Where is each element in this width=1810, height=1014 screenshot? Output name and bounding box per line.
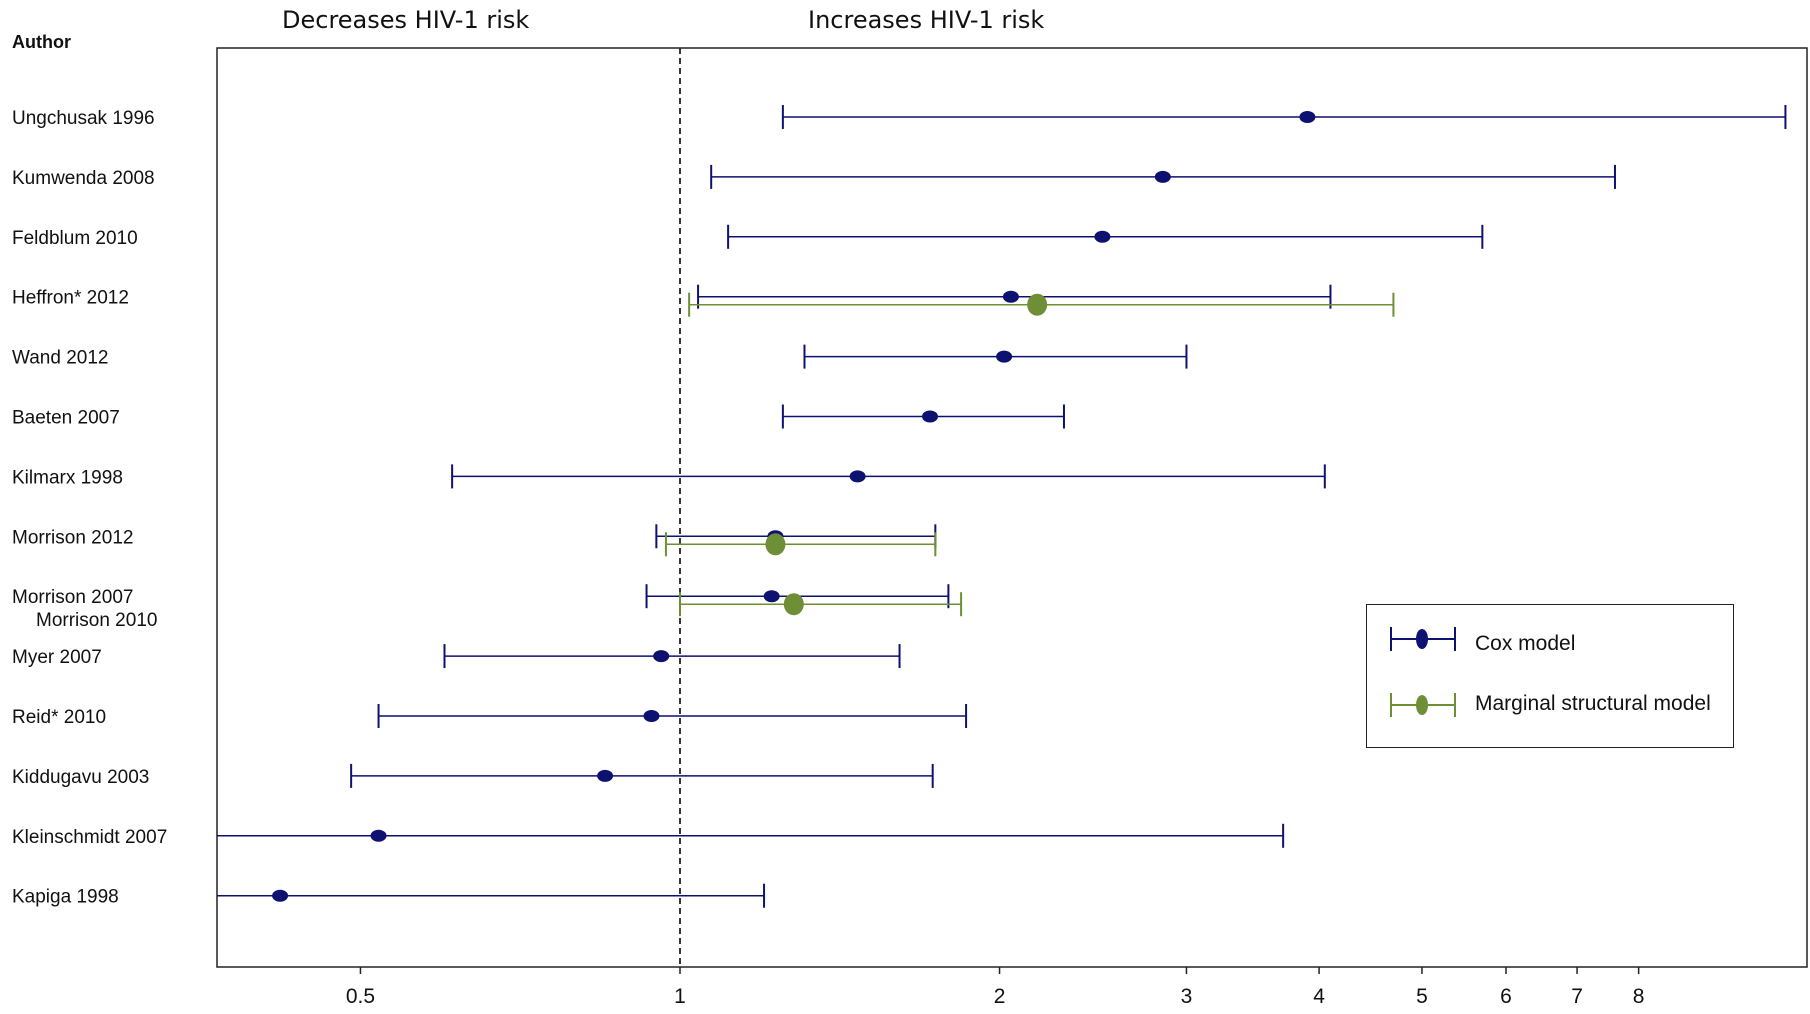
plot-frame: [216, 47, 1808, 968]
cox-point-estimate: [1299, 111, 1316, 123]
study-row: Reid* 2010: [12, 704, 968, 728]
cox-point-estimate: [763, 590, 780, 603]
cox-point-estimate: [1094, 230, 1111, 243]
study-label: Kilmarx 1998: [12, 467, 123, 488]
decreases-risk-header: Decreases HIV-1 risk: [282, 6, 530, 34]
study-label: Feldblum 2010: [12, 228, 138, 249]
msm-legend-icon: [1390, 693, 1456, 717]
study-row: Morrison 2012: [12, 524, 937, 557]
study-label: Kleinschmidt 2007: [12, 827, 167, 848]
msm-point-estimate: [1027, 293, 1048, 316]
cox-legend-icon: [1390, 627, 1456, 651]
cox-point-estimate: [1002, 290, 1019, 303]
msm-point-estimate: [765, 533, 786, 556]
x-tick-label: 7: [1571, 985, 1583, 1008]
legend-item-msm: Marginal structural model: [1367, 685, 1733, 745]
cox-point-estimate: [370, 829, 387, 842]
study-label: Ungchusak 1996: [12, 108, 155, 129]
x-axis: 0.5 1 2 3 4 5 6 7 8: [346, 967, 1645, 1008]
x-tick-label: 4: [1313, 985, 1325, 1008]
study-label-secondary: Morrison 2010: [36, 610, 157, 631]
study-label: Morrison 2012: [12, 527, 133, 548]
study-label: Heffron* 2012: [12, 288, 129, 309]
study-row: Heffron* 2012: [12, 284, 1395, 317]
study-row: Kiddugavu 2003: [12, 763, 934, 788]
x-tick-label: 8: [1633, 985, 1645, 1008]
x-tick-label: 0.5: [346, 985, 375, 1008]
study-row: Myer 2007: [12, 644, 901, 669]
study-label: Morrison 2007: [12, 587, 133, 608]
study-row: Ungchusak 1996: [12, 105, 1787, 129]
legend: Cox model Marginal structural model: [1366, 604, 1734, 748]
x-tick-label: 2: [994, 985, 1006, 1008]
study-label: Kumwenda 2008: [12, 168, 155, 189]
cox-point-estimate: [272, 889, 289, 902]
study-rows: Ungchusak 1996 Kumwenda 2008 Feldblum 2010…: [12, 105, 1787, 908]
cox-point-estimate: [849, 470, 866, 483]
study-row: Kapiga 1998: [12, 883, 766, 908]
cox-point-estimate: [653, 650, 670, 663]
study-label: Baeten 2007: [12, 408, 120, 429]
x-tick-label: 6: [1500, 985, 1512, 1008]
study-label: Wand 2012: [12, 348, 108, 369]
study-row: Kilmarx 1998: [12, 464, 1326, 489]
study-row: Wand 2012: [12, 344, 1188, 369]
legend-item-cox: Cox model: [1367, 619, 1733, 659]
study-label: Myer 2007: [12, 647, 102, 668]
x-tick-label: 1: [674, 985, 686, 1008]
cox-point-estimate: [1154, 170, 1171, 183]
study-label: Reid* 2010: [12, 707, 106, 728]
study-row: Baeten 2007: [12, 404, 1065, 429]
cox-point-estimate: [996, 350, 1013, 363]
study-row: Feldblum 2010: [12, 224, 1484, 249]
msm-point-estimate: [783, 593, 804, 616]
author-column-header: Author: [12, 32, 71, 52]
study-row: Kumwenda 2008: [12, 164, 1616, 189]
x-tick-label: 5: [1416, 985, 1428, 1008]
study-row: Kleinschmidt 2007: [12, 823, 1285, 848]
legend-label-msm: Marginal structural model: [1475, 692, 1711, 715]
cox-point-estimate: [643, 710, 660, 722]
cox-point-estimate: [922, 410, 939, 423]
cox-point-estimate: [597, 769, 614, 782]
increases-risk-header: Increases HIV-1 risk: [808, 6, 1045, 34]
x-tick-label: 3: [1181, 985, 1193, 1008]
legend-label-cox: Cox model: [1475, 632, 1576, 655]
study-label: Kiddugavu 2003: [12, 767, 149, 788]
study-label: Kapiga 1998: [12, 887, 119, 908]
